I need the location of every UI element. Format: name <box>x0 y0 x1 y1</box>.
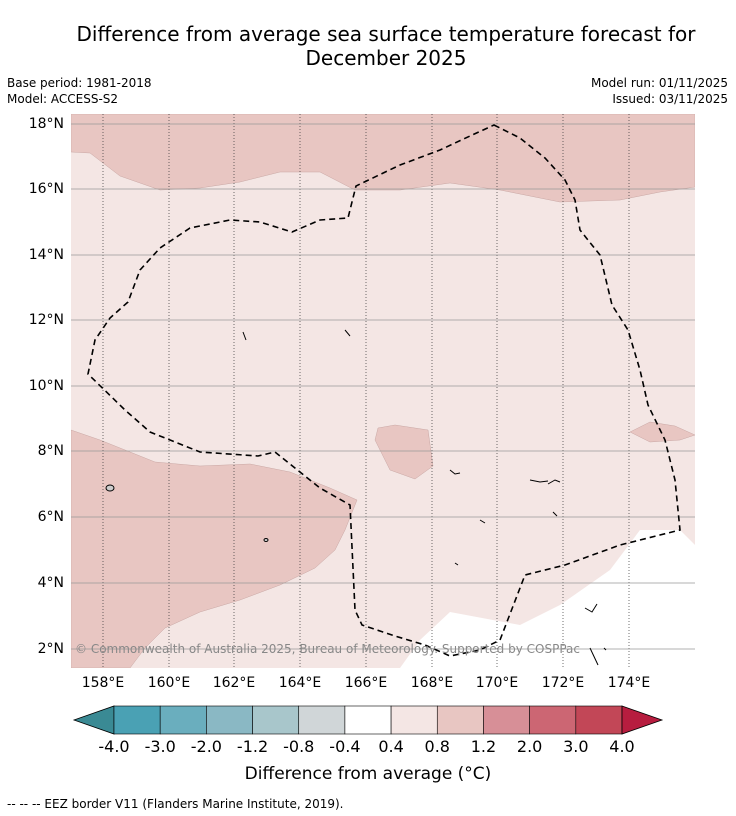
neutral-region <box>400 530 695 668</box>
model-run: Model run: 01/11/2025 <box>590 76 728 90</box>
lon-label-158: 158°E <box>81 675 125 691</box>
colorbar-tick-label: 0.4 <box>378 737 404 756</box>
meridians <box>102 114 630 668</box>
eez-border <box>87 124 681 657</box>
lon-label-160: 160°E <box>147 675 191 691</box>
colorbar-swatches <box>72 705 664 735</box>
colorbar-swatch <box>159 705 207 735</box>
lat-label-6: 6°N <box>37 509 64 525</box>
eez-legend: -- -- -- EEZ border V11 (Flanders Marine… <box>7 797 344 811</box>
lat-label-4: 4°N <box>37 575 64 591</box>
lat-label-12: 12°N <box>28 312 64 328</box>
parallels <box>71 123 695 650</box>
warm-region-west <box>71 429 358 668</box>
map-title-line2: December 2025 <box>305 46 467 70</box>
lon-label-174: 174°E <box>607 675 651 691</box>
lat-label-2: 2°N <box>37 641 64 657</box>
copyright-watermark: © Commonwealth of Australia 2025, Bureau… <box>75 642 580 656</box>
islands <box>105 329 607 666</box>
colorbar-tick-label: -3.0 <box>144 737 176 756</box>
colorbar-title: Difference from average (°C) <box>244 764 492 784</box>
colorbar-tick-label: 0.8 <box>424 737 450 756</box>
colorbar-swatch <box>344 705 392 735</box>
colorbar-swatch <box>252 705 300 735</box>
lat-label-14: 14°N <box>28 247 64 263</box>
base-period: Base period: 1981-2018 <box>7 76 152 90</box>
colorbar-swatch <box>436 705 484 735</box>
colorbar-swatch <box>529 705 577 735</box>
colorbar-tick-label: 2.0 <box>516 737 543 756</box>
colorbar-tick-label: -2.0 <box>190 737 222 756</box>
map-title-line1: Difference from average sea surface temp… <box>76 22 696 46</box>
lon-label-162: 162°E <box>212 675 256 691</box>
issued-date: Issued: 03/11/2025 <box>612 92 728 106</box>
meta-left: Base period: 1981-2018 Model: ACCESS-S2 <box>7 75 152 107</box>
colorbar-swatch <box>298 705 346 735</box>
lon-label-170: 170°E <box>475 675 519 691</box>
lat-label-8: 8°N <box>37 443 64 459</box>
colorbar-tick-label: -4.0 <box>98 737 130 756</box>
colorbar-tick-label: -0.4 <box>329 737 361 756</box>
lat-label-10: 10°N <box>28 378 64 394</box>
colorbar-swatch <box>483 705 530 735</box>
lon-label-172: 172°E <box>541 675 585 691</box>
meta-right: Model run: 01/11/2025 Issued: 03/11/2025 <box>591 75 728 107</box>
model-name: Model: ACCESS-S2 <box>7 92 119 106</box>
colorbar-tick-label: 1.2 <box>470 737 497 756</box>
colorbar-arrow-low <box>72 705 115 735</box>
colorbar-swatch <box>113 705 161 735</box>
warm-patch-central <box>374 424 434 480</box>
warm-patch-east <box>629 421 695 443</box>
colorbar-tick-label: -0.8 <box>283 737 315 756</box>
lat-label-16: 16°N <box>28 181 64 197</box>
map-title: Difference from average sea surface temp… <box>40 22 732 70</box>
colorbar-tick-label: 3.0 <box>563 737 589 756</box>
lon-label-164: 164°E <box>278 675 322 691</box>
warm-band-north <box>71 114 695 203</box>
colorbar-tick-label: -1.2 <box>236 737 269 756</box>
colorbar-swatch <box>575 705 623 735</box>
colorbar-swatch <box>206 705 253 735</box>
lon-label-166: 166°E <box>344 675 388 691</box>
lat-label-18: 18°N <box>28 116 64 132</box>
colorbar-arrow-high <box>621 705 664 735</box>
lon-label-168: 168°E <box>410 675 454 691</box>
colorbar-tick-label: 4.0 <box>609 737 635 756</box>
colorbar-swatch <box>390 705 438 735</box>
